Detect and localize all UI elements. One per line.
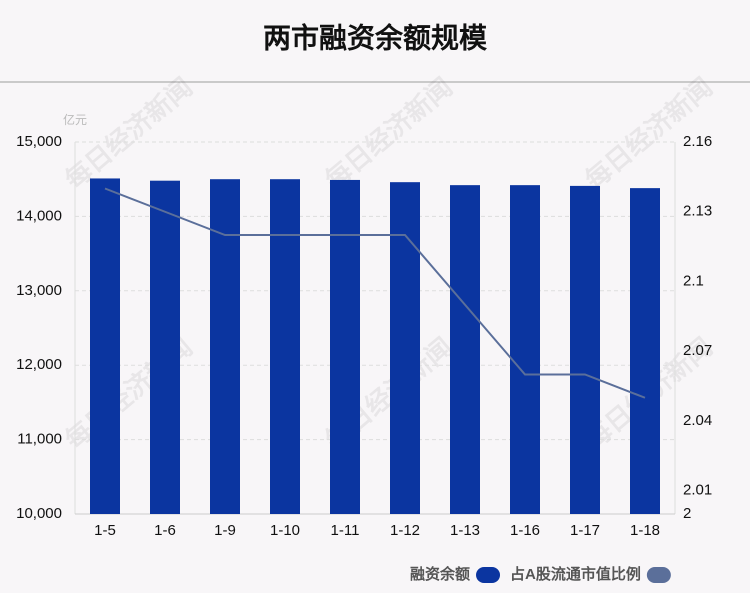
legend-label: 占A股流通市值比例 (510, 565, 641, 583)
bar (90, 178, 120, 514)
x-tick-label: 1-16 (510, 522, 540, 539)
y2-tick-label: 2.07 (683, 342, 712, 359)
bar (390, 182, 420, 514)
bar (570, 185, 600, 514)
y-tick-label: 15,000 (16, 133, 62, 150)
chart-title: 两市融资余额规模 (263, 21, 488, 53)
bar (330, 179, 360, 514)
x-tick-label: 1-12 (390, 522, 420, 539)
y-tick-label: 14,000 (16, 207, 62, 224)
x-tick-label: 1-11 (331, 522, 360, 539)
y2-tick-label: 2.01 (683, 482, 712, 499)
y-tick-label: 10,000 (16, 505, 62, 522)
y2-tick-label: 2.16 (683, 133, 712, 150)
bar (450, 185, 480, 515)
y2-tick-label: 2.13 (683, 203, 712, 220)
bar (630, 188, 660, 515)
bar (510, 185, 540, 515)
y2-tick-label: 2 (683, 505, 691, 522)
line (104, 187, 646, 399)
watermark: 每日经济新闻 (319, 72, 458, 195)
x-tick-label: 1-18 (630, 522, 660, 539)
x-tick-label: 1-9 (214, 522, 236, 539)
x-tick-label: 1-13 (450, 522, 480, 539)
watermark: 每日经济新闻 (59, 72, 198, 195)
y2-tick-label: 2.04 (683, 412, 712, 429)
bar (210, 179, 240, 514)
x-tick-label: 1-10 (270, 522, 300, 539)
legend-swatch (646, 567, 671, 583)
y-tick-label: 12,000 (16, 356, 62, 373)
bar (270, 179, 300, 514)
x-tick-label: 1-17 (570, 522, 600, 539)
x-tick-label: 1-5 (94, 522, 116, 539)
y2-tick-label: 2.1 (683, 272, 704, 289)
unit-label: 亿元 (63, 112, 87, 127)
legend-swatch (476, 567, 501, 583)
legend-label: 融资余额 (410, 565, 470, 583)
bar (150, 180, 180, 515)
y-tick-label: 11,000 (17, 431, 62, 448)
x-tick-label: 1-6 (154, 522, 176, 539)
y-tick-label: 13,000 (16, 282, 62, 299)
